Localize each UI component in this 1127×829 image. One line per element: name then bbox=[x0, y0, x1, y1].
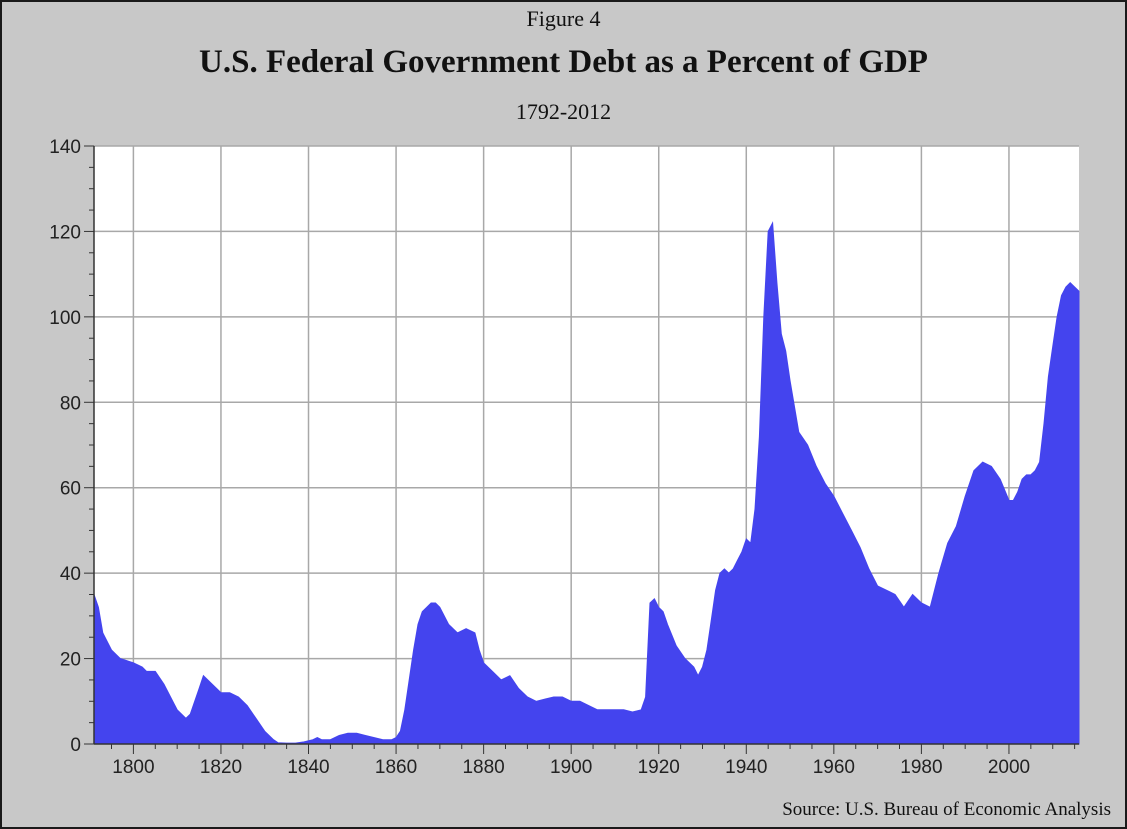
y-tick-label: 40 bbox=[60, 564, 81, 585]
y-tick-label: 120 bbox=[49, 222, 81, 243]
x-tick-label: 1800 bbox=[112, 757, 154, 778]
y-tick-label: 140 bbox=[49, 137, 81, 158]
x-tick-label: 1820 bbox=[200, 757, 242, 778]
x-tick-label: 1860 bbox=[375, 757, 417, 778]
y-tick-label: 80 bbox=[60, 393, 81, 414]
y-tick-label: 60 bbox=[60, 479, 81, 500]
debt-area-series bbox=[93, 221, 1080, 745]
source-note: Source: U.S. Bureau of Economic Analysis bbox=[782, 799, 1111, 820]
x-tick-label: 2000 bbox=[988, 757, 1030, 778]
x-tick-label: 1840 bbox=[287, 757, 329, 778]
y-tick-label: 0 bbox=[70, 735, 81, 756]
y-tick-label: 100 bbox=[49, 308, 81, 329]
y-tick-label: 20 bbox=[60, 650, 81, 671]
x-tick-label: 1960 bbox=[813, 757, 855, 778]
x-tick-label: 1940 bbox=[725, 757, 767, 778]
x-tick-label: 1920 bbox=[638, 757, 680, 778]
figure-label: Figure 4 bbox=[526, 6, 601, 31]
chart-subtitle: 1792-2012 bbox=[515, 99, 612, 124]
chart-title: U.S. Federal Government Debt as a Percen… bbox=[199, 44, 928, 80]
x-tick-label: 1880 bbox=[462, 757, 504, 778]
x-tick-label: 1900 bbox=[550, 757, 592, 778]
x-tick-label: 1980 bbox=[900, 757, 942, 778]
